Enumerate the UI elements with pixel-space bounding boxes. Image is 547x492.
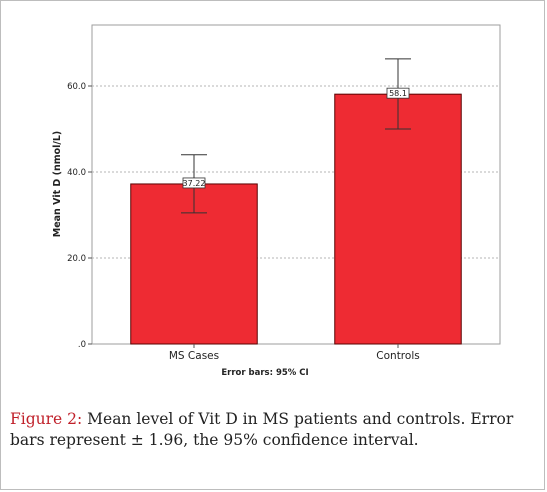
y-ticks: .0 20.0 40.0 60.0 bbox=[67, 82, 92, 350]
bar-controls bbox=[334, 93, 462, 345]
y-tick-label: 60.0 bbox=[67, 82, 86, 92]
error-bars: 37.22 58.1 bbox=[181, 58, 411, 214]
value-label: 37.22 bbox=[183, 179, 206, 188]
figure-caption: Figure 2: Mean level of Vit D in MS pati… bbox=[10, 409, 538, 451]
x-tick-label: Controls bbox=[376, 350, 419, 362]
error-bars-note: Error bars: 95% CI bbox=[221, 368, 308, 378]
caption-text: Mean level of Vit D in MS patients and c… bbox=[10, 410, 514, 449]
value-label-box bbox=[182, 177, 206, 189]
y-tick-label: 20.0 bbox=[67, 254, 86, 264]
x-categories: MS Cases Controls bbox=[169, 344, 420, 362]
bar-chart: 37.22 58.1 .0 20.0 40.0 60.0 MS Cases Control… bbox=[52, 24, 501, 378]
value-label-box bbox=[386, 87, 410, 99]
y-axis-title: Mean Vit D (nmol/L) bbox=[52, 131, 63, 238]
x-tick-label: MS Cases bbox=[169, 350, 219, 362]
value-label: 58.1 bbox=[389, 89, 407, 98]
caption-label: Figure 2: bbox=[10, 410, 83, 428]
y-tick-label: .0 bbox=[78, 340, 86, 350]
y-tick-label: 40.0 bbox=[67, 168, 86, 178]
